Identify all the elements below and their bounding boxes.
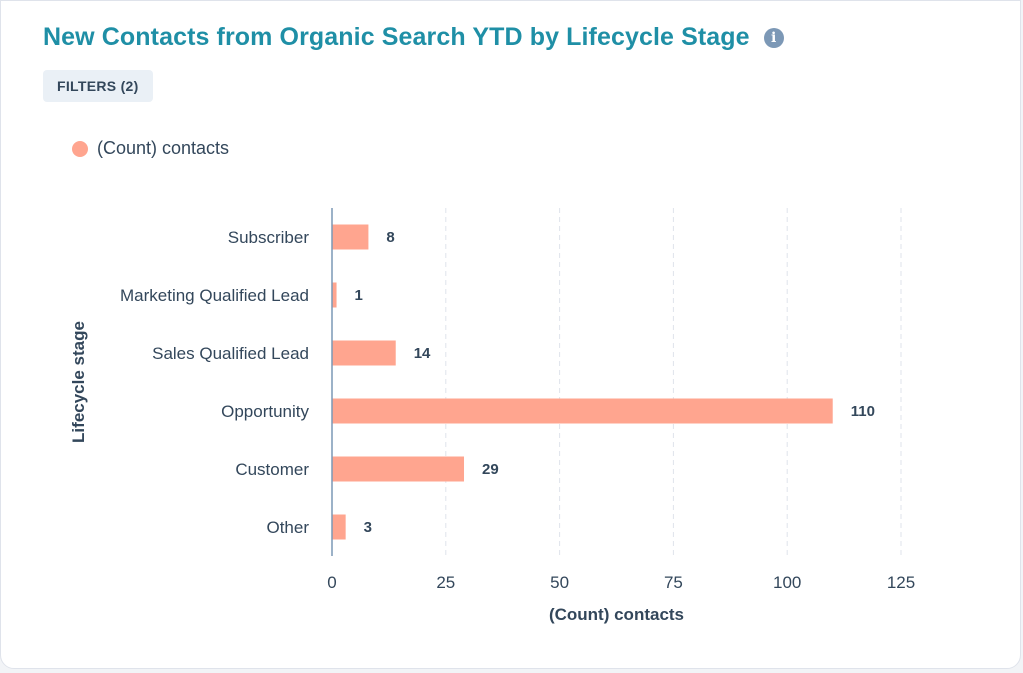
x-tick-label-50: 50 bbox=[550, 573, 569, 592]
legend-label: (Count) contacts bbox=[97, 138, 230, 158]
legend-swatch bbox=[72, 140, 88, 157]
x-tick-label-100: 100 bbox=[773, 573, 801, 592]
y-axis-title: Lifecycle stage bbox=[69, 321, 88, 443]
y-tick-label: Other bbox=[266, 518, 309, 537]
y-tick-label: Sales Qualified Lead bbox=[152, 344, 309, 363]
y-tick-label: Subscriber bbox=[228, 228, 310, 247]
data-label-customer: 29 bbox=[482, 461, 499, 478]
data-label-opportunity: 110 bbox=[851, 403, 875, 420]
bar-other[interactable] bbox=[332, 514, 346, 540]
y-tick-label: Marketing Qualified Lead bbox=[120, 286, 309, 305]
x-axis-title: (Count) contacts bbox=[549, 605, 684, 624]
report-header: New Contacts from Organic Search YTD by … bbox=[43, 23, 784, 52]
info-icon[interactable]: i bbox=[763, 27, 784, 48]
data-labels: 8 1 14 110 29 3 bbox=[355, 229, 875, 536]
bar-opportunity[interactable] bbox=[332, 398, 833, 424]
filters-button[interactable]: FILTERS (2) bbox=[43, 70, 153, 102]
report-title: New Contacts from Organic Search YTD by … bbox=[43, 23, 750, 51]
x-tick-label-125: 125 bbox=[887, 573, 915, 592]
y-tick-label: Customer bbox=[235, 460, 309, 479]
data-label-marketing-qualified-lead: 1 bbox=[355, 287, 363, 304]
grid-lines bbox=[445, 208, 902, 556]
bars bbox=[332, 224, 833, 540]
data-label-other: 3 bbox=[364, 519, 372, 536]
bar-marketing-qualified-lead[interactable] bbox=[332, 282, 337, 308]
y-tick-labels: Subscriber Marketing Qualified Lead Sales … bbox=[120, 228, 310, 537]
data-label-subscriber: 8 bbox=[386, 229, 394, 246]
y-tick-label: Opportunity bbox=[221, 402, 309, 421]
x-tick-label-25: 25 bbox=[436, 573, 455, 592]
x-tick-labels: 0 25 50 75 100 125 bbox=[327, 573, 915, 592]
data-label-sales-qualified-lead: 14 bbox=[414, 345, 431, 362]
bar-subscriber[interactable] bbox=[332, 224, 369, 250]
bar-sales-qualified-lead[interactable] bbox=[332, 340, 396, 366]
x-tick-label-75: 75 bbox=[664, 573, 683, 592]
chart-legend[interactable]: (Count) contacts bbox=[72, 138, 229, 159]
bar-customer[interactable] bbox=[332, 456, 465, 482]
x-tick-label-0: 0 bbox=[327, 573, 336, 592]
